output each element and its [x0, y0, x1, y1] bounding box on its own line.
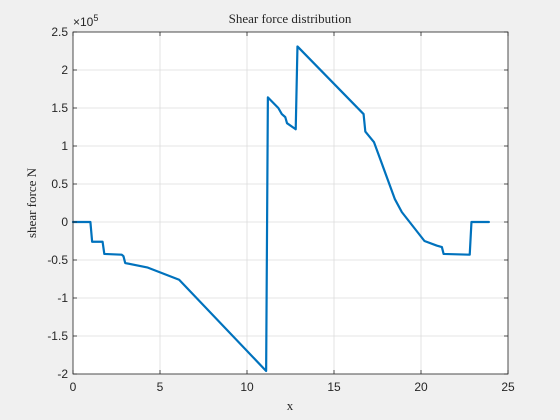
y-tick-label: 0.5	[51, 177, 68, 191]
plot-area	[73, 32, 508, 374]
x-tick-label: 0	[70, 380, 77, 394]
y-exponent-power: 5	[93, 13, 98, 23]
y-exponent-multiplier: ×105	[73, 13, 98, 29]
ticks: 0 5 10 15 20 25 -2 -1.5 -1 -0.5 0 0.5 1 1.5 2 2.5	[47, 25, 515, 394]
y-tick-label: -1.5	[47, 329, 68, 343]
y-tick-label: 0	[61, 215, 68, 229]
y-tick-label: -0.5	[47, 253, 68, 267]
y-exponent-base: ×10	[73, 15, 94, 29]
y-axis-label: shear force N	[24, 167, 39, 238]
y-tick-label: 2	[61, 63, 68, 77]
x-tick-label: 15	[327, 380, 341, 394]
x-axis-label: x	[287, 398, 294, 413]
x-tick-label: 10	[240, 380, 254, 394]
y-tick-label: 2.5	[51, 25, 68, 39]
x-tick-label: 5	[157, 380, 164, 394]
grid	[72, 31, 509, 375]
x-tick-label: 20	[414, 380, 428, 394]
chart-title: Shear force distribution	[229, 11, 352, 26]
x-tick-label: 25	[501, 380, 515, 394]
data-layer	[71, 45, 490, 373]
y-tick-label: 1	[61, 139, 68, 153]
y-tick-label: 1.5	[51, 101, 68, 115]
shear-force-series-line	[71, 45, 490, 373]
axes-box	[72, 31, 509, 375]
y-tick-label: -1	[57, 291, 68, 305]
y-tick-label: -2	[57, 367, 68, 381]
